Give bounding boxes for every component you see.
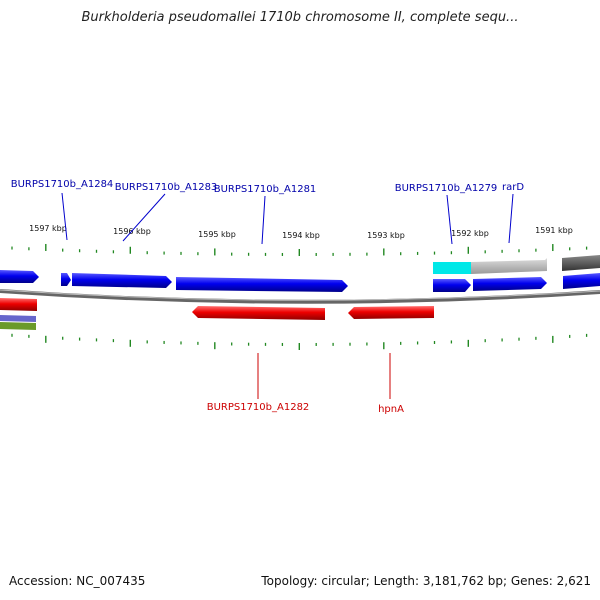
- ruler-label: 1591 kbp: [535, 226, 573, 235]
- gene-rard-arrow[interactable]: [473, 277, 547, 291]
- gene-a1283-arrow[interactable]: [72, 273, 172, 288]
- accession-text: Accession: NC_007435: [9, 574, 146, 588]
- gene-label[interactable]: BURPS1710b_A1284: [11, 179, 114, 190]
- gene-a1282-arrow[interactable]: [192, 306, 325, 320]
- kbp-ruler: 1597 kbp 1596 kbp 1595 kbp 1594 kbp 1593…: [29, 224, 573, 240]
- chromosome-backbone: [0, 289, 600, 304]
- ruler-label: 1594 kbp: [282, 231, 320, 240]
- gene-label[interactable]: hpnA: [378, 404, 404, 415]
- gene-labels: BURPS1710b_A1284 BURPS1710b_A1283 BURPS1…: [11, 179, 525, 415]
- gene-label[interactable]: BURPS1710b_A1283: [115, 182, 218, 193]
- summary-text: Topology: circular; Length: 3,181,762 bp…: [261, 574, 591, 588]
- partial-region[interactable]: [471, 258, 547, 274]
- gene-a1281-arrow[interactable]: [176, 277, 348, 292]
- backbone-highlight: [0, 289, 600, 301]
- gene-label[interactable]: BURPS1710b_A1279: [395, 183, 498, 194]
- forward-leaders: [61, 192, 514, 245]
- outer-tick-row: [11, 243, 588, 256]
- reverse-leaders: [257, 353, 391, 399]
- gene-arrow[interactable]: [0, 270, 39, 283]
- gene-arrow[interactable]: [61, 273, 71, 286]
- map-title: Burkholderia pseudomallei 1710b chromoso…: [81, 10, 519, 25]
- forward-strand: [0, 255, 600, 292]
- partial-region[interactable]: [562, 255, 600, 271]
- gene-arrow[interactable]: [563, 273, 600, 289]
- gene-label[interactable]: rarD: [502, 182, 524, 193]
- ruler-label: 1595 kbp: [198, 230, 236, 239]
- ruler-label: 1593 kbp: [367, 231, 405, 240]
- gene-arrow[interactable]: [433, 279, 471, 292]
- ruler-label: 1597 kbp: [29, 224, 67, 233]
- gene-arrow[interactable]: [0, 298, 37, 311]
- reverse-strand: [0, 298, 434, 330]
- inner-tick-row: [11, 333, 588, 350]
- partial-region[interactable]: [0, 315, 36, 322]
- gene-label[interactable]: BURPS1710b_A1282: [207, 402, 310, 413]
- partial-region[interactable]: [0, 322, 36, 330]
- gene-label[interactable]: BURPS1710b_A1281: [214, 184, 317, 195]
- gene-hpna-arrow[interactable]: [348, 306, 434, 319]
- ruler-label: 1592 kbp: [451, 229, 489, 238]
- highlight-region[interactable]: [433, 262, 471, 274]
